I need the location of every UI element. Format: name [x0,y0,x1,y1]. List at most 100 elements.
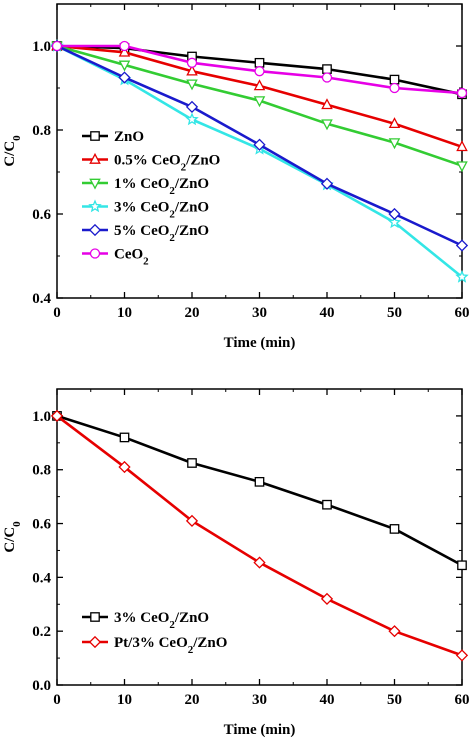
data-point [320,177,334,190]
data-point [118,60,131,72]
data-point [254,57,265,68]
legend-label: 0.5% CeO2/ZnO [114,153,220,174]
legend-label-main: CeO [114,247,143,263]
legend-label-main: 3% CeO [114,610,169,626]
data-point [253,79,266,91]
y-axis-title-main: C/C [2,527,18,553]
series-6 [51,40,468,99]
data-point [322,499,332,510]
x-tick-label: 60 [455,692,470,708]
data-point [119,432,130,443]
legend-label-tail: /ZnO [174,610,209,626]
y-tick-label: 0.8 [32,463,51,479]
data-point [254,476,265,487]
x-axis-title: Time (min) [224,722,296,738]
legend-label: 3% CeO2/ZnO [114,610,209,631]
data-point [455,269,469,283]
y-axis-title: C/C0 [2,135,23,167]
legend-label: 1% CeO2/ZnO [114,176,209,197]
legend-marker [88,199,102,213]
data-point [388,117,401,129]
data-point [119,40,130,52]
legend-label: Pt/3% CeO2/ZnO [114,635,227,656]
legend-label-tail: /ZnO [185,153,220,169]
data-point [185,100,199,114]
y-tick-label: 0.2 [32,624,51,640]
legend-label-main: 3% CeO [114,200,169,216]
y-axis-title-main: C/C [2,141,18,167]
series-2 [50,409,469,662]
data-point [456,140,468,152]
data-point [186,57,198,68]
legend-label-tail: /ZnO [174,176,209,192]
data-point [186,79,198,91]
data-point [457,560,467,571]
x-tick-label: 10 [117,692,132,708]
y-tick-label: 0.4 [32,291,51,307]
data-point [321,72,333,83]
legend-marker [88,223,102,237]
data-point [387,215,402,229]
legend-label-subscript: 2 [169,209,175,221]
data-point [253,556,266,569]
data-point [389,82,400,94]
legend-label-tail: /ZnO [174,200,209,216]
x-tick-label: 40 [320,305,335,321]
y-axis-title-subscript: 0 [11,135,23,141]
legend-label-main: Pt/3% CeO [114,635,188,651]
legend-label-subscript: 2 [169,185,175,197]
data-point [456,161,468,173]
legend-marker [89,178,101,190]
legend-label-subscript: 2 [143,256,149,268]
data-point [455,239,469,252]
data-point [51,40,63,52]
data-point [321,119,333,131]
data-point [455,649,469,662]
data-point [253,96,266,108]
y-tick-label: 0.4 [32,570,51,586]
x-tick-label: 0 [53,692,61,708]
data-point [322,64,332,74]
data-point [388,138,401,150]
legend-label: 5% CeO2/ZnO [114,223,209,244]
x-axis-title: Time (min) [224,335,296,351]
y-tick-label: 1.0 [32,39,51,55]
data-point [187,458,197,468]
data-point [118,45,131,57]
data-point [254,66,265,77]
legend-label-main: 1% CeO [114,176,169,192]
legend-label-subscript: 2 [188,644,194,656]
legend-marker [88,635,102,649]
y-tick-label: 0.6 [32,517,51,533]
legend-label-main: 0.5% CeO [114,153,181,169]
legend-label-tail: /ZnO [174,223,209,239]
legend-marker [90,612,100,622]
y-tick-label: 0.6 [32,207,51,223]
x-tick-label: 50 [387,305,402,321]
y-tick-label: 1.0 [32,409,51,425]
data-point [388,207,401,221]
legend-label: ZnO [114,129,144,145]
data-point [456,87,468,99]
x-tick-label: 10 [117,305,132,321]
x-tick-label: 60 [455,305,470,321]
legend-marker [90,131,100,141]
legend-label-tail: /ZnO [192,635,227,651]
legend-label: 3% CeO2/ZnO [114,200,209,221]
data-point [320,592,334,606]
x-tick-label: 40 [320,692,335,708]
y-axis-title-subscript: 0 [11,521,23,527]
legend-label: CeO2 [114,247,149,268]
x-tick-label: 30 [252,692,267,708]
legend-label-subscript: 2 [181,162,187,174]
legend-label-subscript: 2 [169,232,175,244]
x-tick-label: 50 [387,692,402,708]
data-point [185,514,199,527]
x-tick-label: 0 [53,305,61,321]
y-tick-label: 0.8 [32,123,51,139]
